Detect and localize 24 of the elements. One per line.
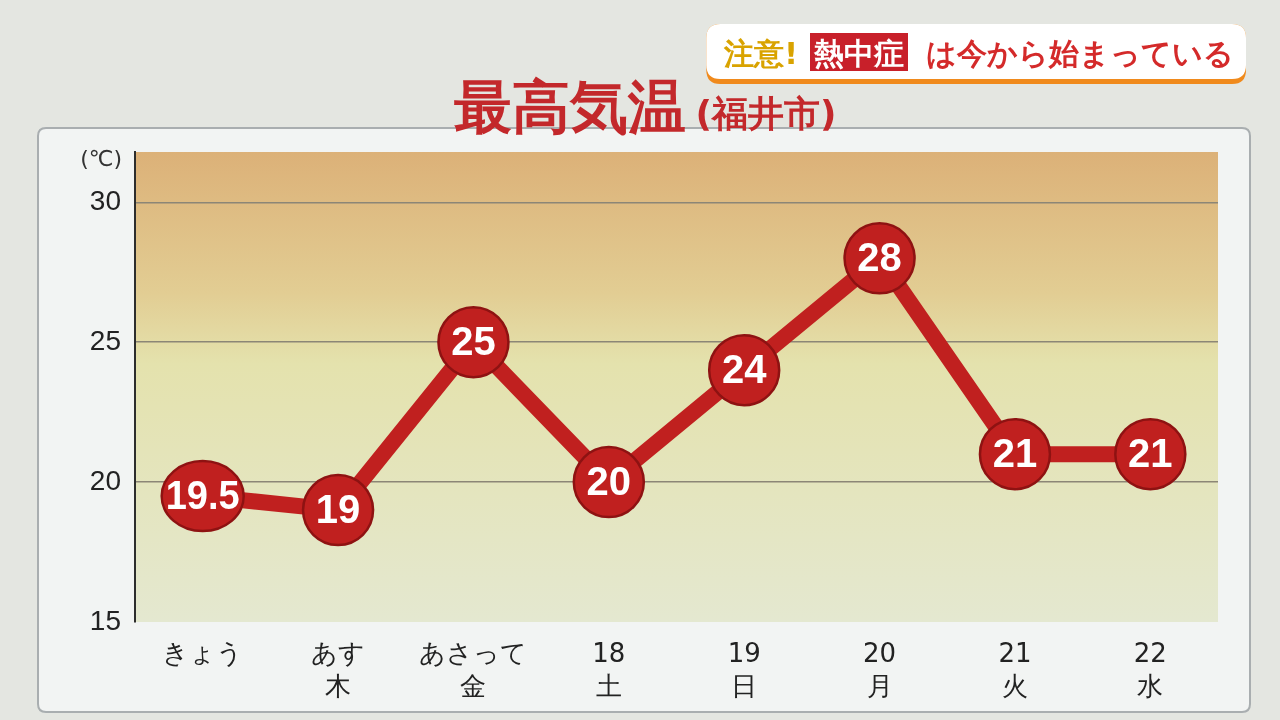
x-tick-label: 21 火 [998,637,1032,702]
x-tick-label: 20 月 [863,637,897,702]
x-tick-label: きょう [162,637,244,668]
data-label: 21 [992,431,1038,476]
x-tick-label: 18 土 [592,637,626,702]
x-tick-label: あさって金 [419,637,528,702]
y-tick-label: 30 [89,185,121,217]
data-label: 19.5 [165,473,240,518]
data-label: 24 [721,347,768,392]
data-label: 20 [586,459,632,504]
data-label: 19 [315,487,361,532]
y-tick-label: 20 [89,464,121,496]
data-label: 25 [451,319,496,364]
data-label: 21 [1128,431,1173,476]
data-label: 28 [857,235,902,280]
y-axis-title: (℃) [80,146,122,171]
text: 注意! 熱中症 は今から始まっている [723,36,1234,71]
y-tick-label: 15 [89,604,121,636]
x-tick-label: あす木 [311,637,366,702]
x-tick-label: 22 水 [1133,637,1167,702]
chart-subtitle: (福井市) [695,93,837,134]
x-tick-label: 19 日 [727,637,761,702]
y-tick-label: 25 [89,324,121,356]
chart-title: 最高気温 [453,73,686,141]
